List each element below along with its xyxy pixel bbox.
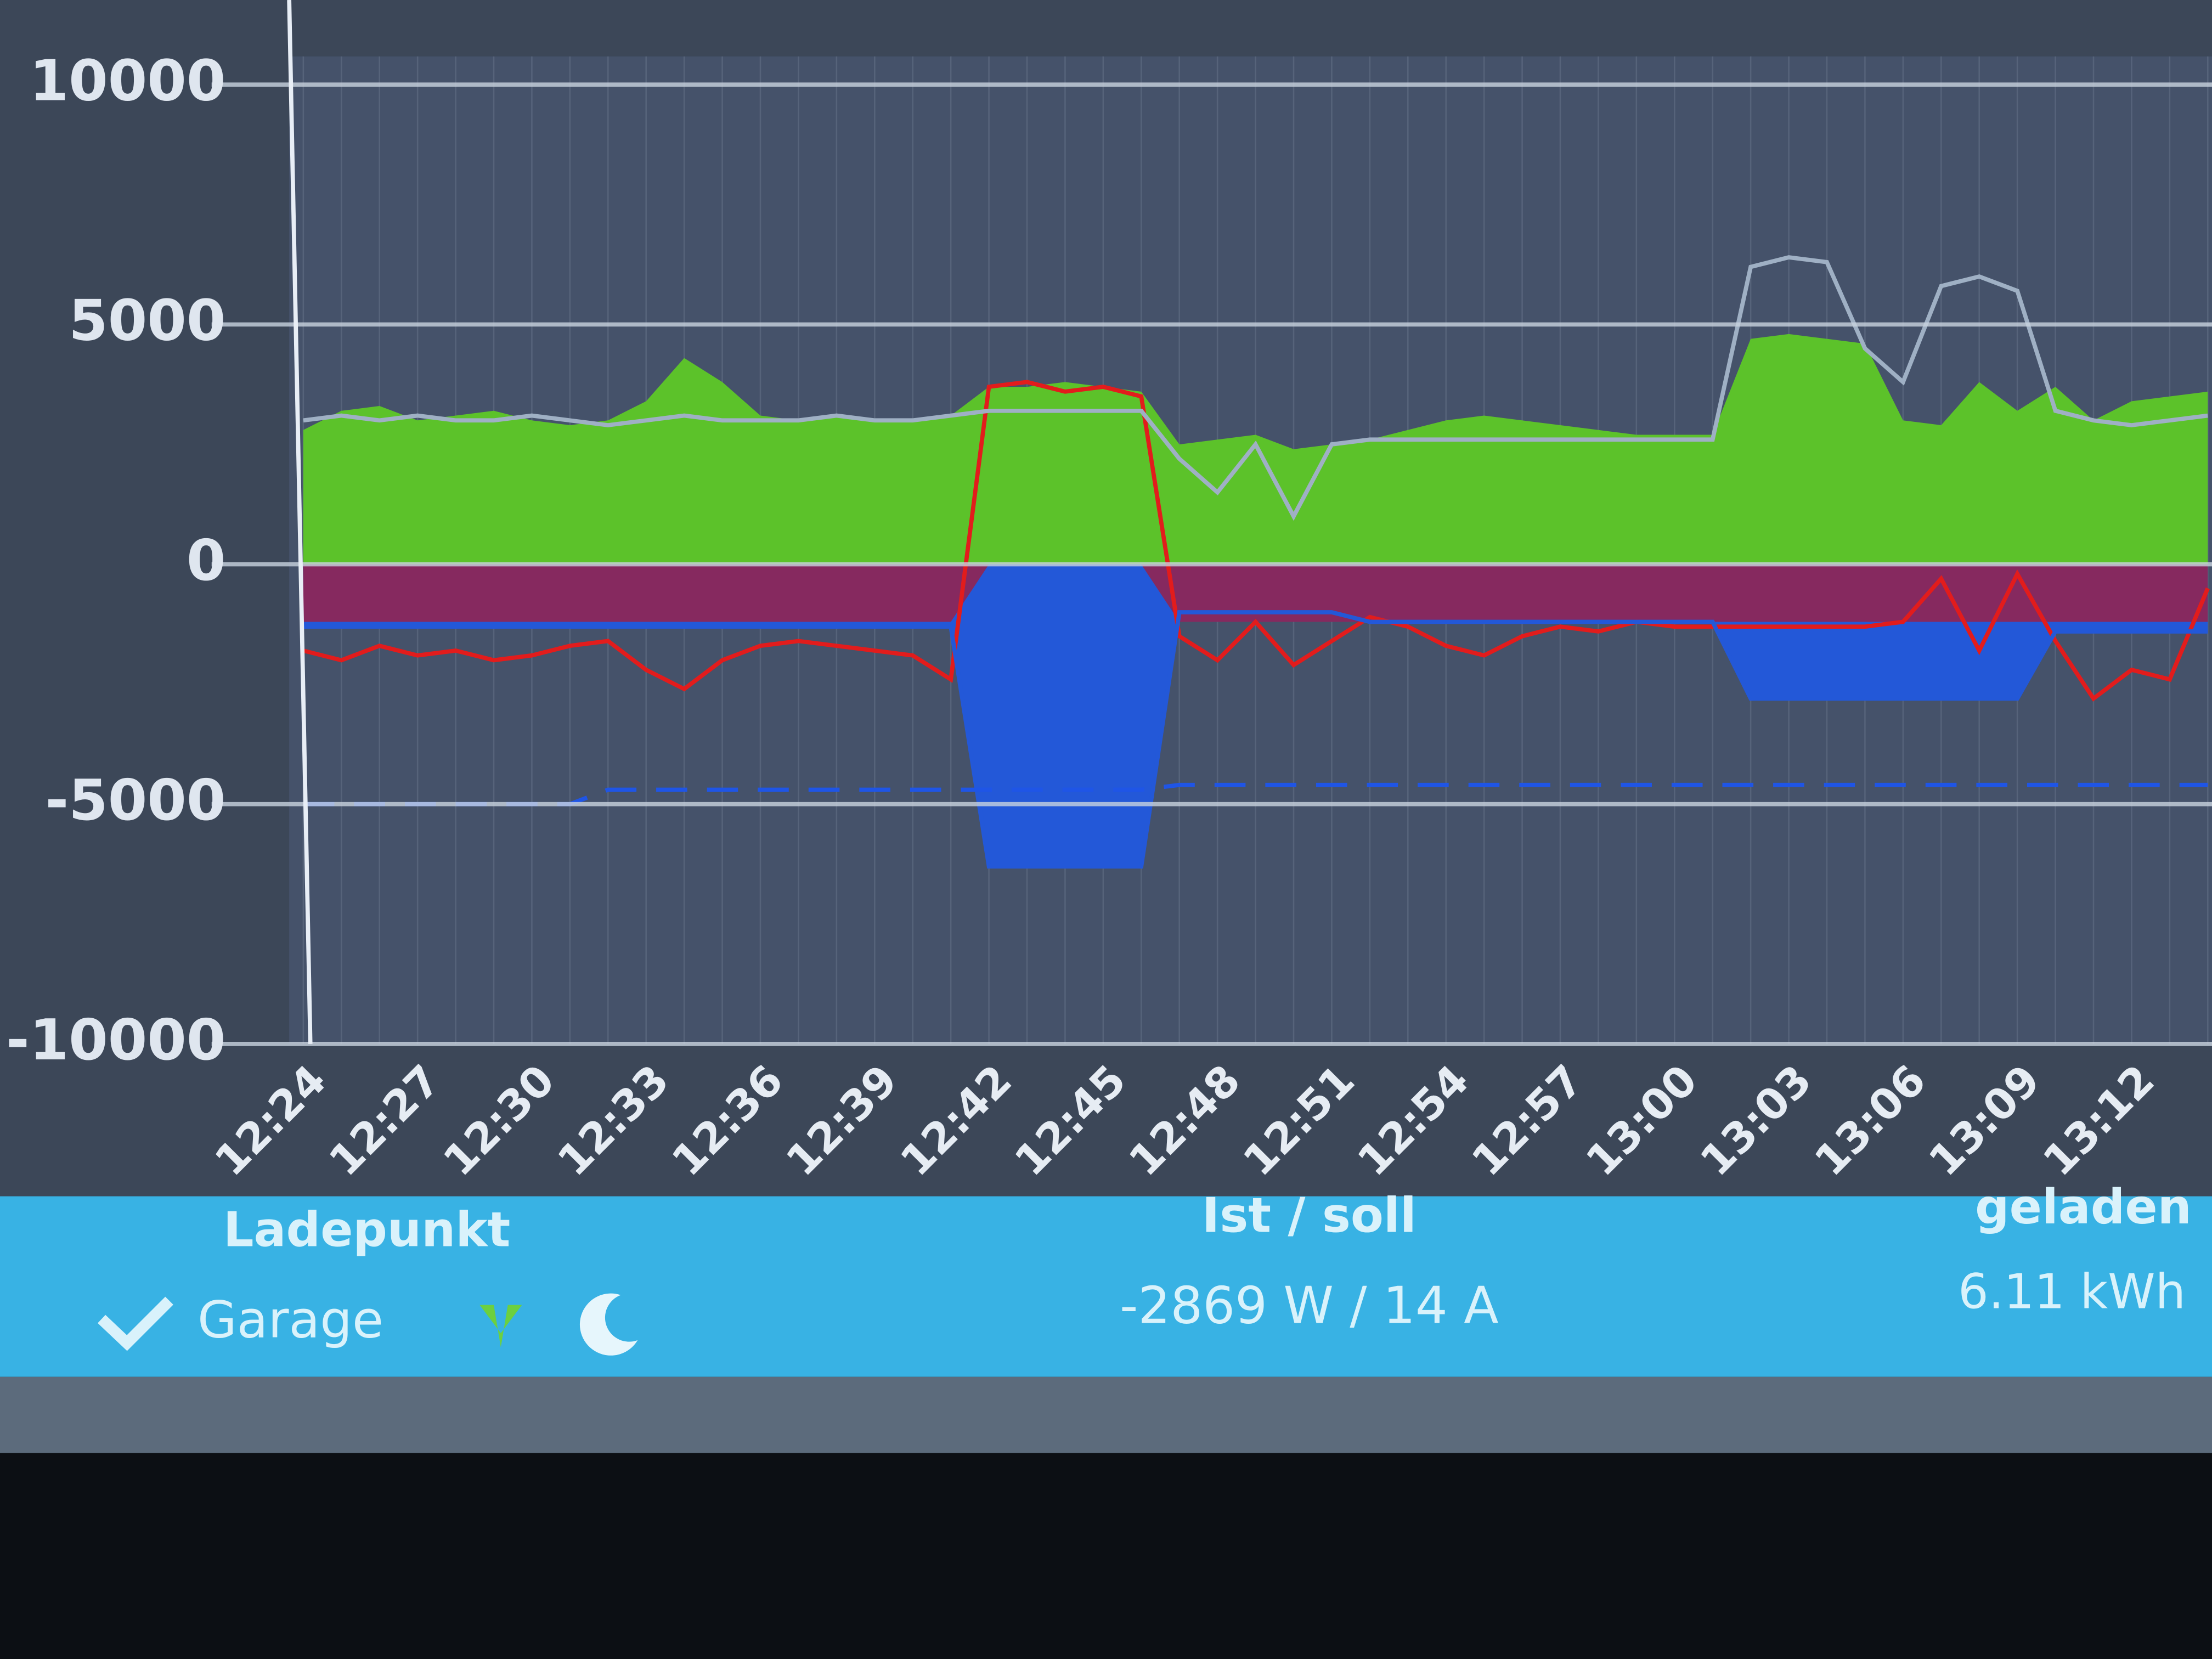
plug-icon: [479, 1305, 522, 1347]
y-tick-label: -5000: [46, 768, 226, 833]
line: [303, 255, 2208, 521]
column-header: Ladepunkt: [223, 1201, 510, 1257]
power-value: -2869 W / 14 A: [1120, 1276, 1498, 1335]
status-panel: [0, 1196, 2212, 1377]
y-tick-label: 10000: [30, 49, 226, 114]
bezel: [0, 1453, 2212, 1659]
y-tick-label: 5000: [69, 289, 225, 354]
column-header: geladen: [1975, 1179, 2192, 1235]
y-tick-label: -10000: [6, 1008, 225, 1073]
y-axis: [287, 0, 313, 1044]
check-icon: [98, 1296, 173, 1351]
area: [303, 564, 2208, 867]
panel-footer: [0, 1376, 2212, 1453]
area: [303, 334, 2208, 565]
moon-icon: [579, 1293, 638, 1356]
chargepoint-name: Garage: [198, 1290, 383, 1349]
line: [303, 610, 2208, 869]
column-header: Ist / soll: [1202, 1188, 1417, 1244]
line: [303, 782, 2208, 806]
line: [302, 380, 2210, 702]
area: [303, 564, 2208, 622]
y-tick-label: 0: [187, 528, 226, 594]
charged-energy: 6.11 kWh: [1958, 1263, 2186, 1319]
